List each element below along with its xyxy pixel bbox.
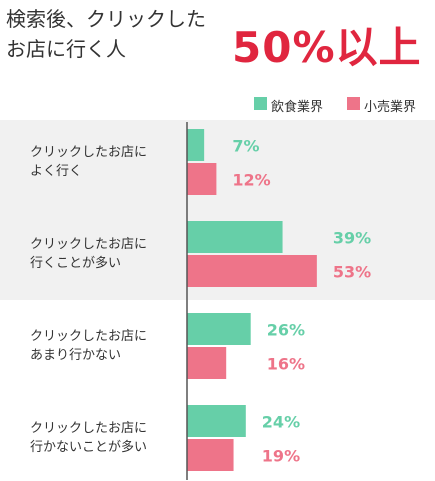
category-label: クリックしたお店に 行かないことが多い — [30, 421, 148, 455]
chart-title: 検索後、クリックした お店に行く人 — [6, 7, 206, 61]
value-label: 26% — [267, 321, 305, 340]
value-label: 12% — [232, 171, 270, 190]
category-label: クリックしたお店に 行くことが多い — [30, 237, 148, 271]
bar — [187, 405, 246, 437]
value-label: 53% — [333, 263, 371, 282]
bar — [187, 255, 317, 287]
category-label: クリックしたお店に よく行く — [30, 145, 148, 179]
legend-swatch — [347, 97, 360, 110]
bar — [187, 163, 217, 195]
value-label: 39% — [333, 229, 371, 248]
legend-swatch — [254, 97, 267, 110]
category-label: クリックしたお店に あまり行かない — [30, 329, 148, 363]
headline: 50%以上 — [232, 23, 422, 72]
bar — [187, 221, 283, 253]
value-label: 19% — [262, 447, 300, 466]
legend-label: 小売業界 — [364, 100, 417, 115]
value-label: 7% — [232, 137, 259, 156]
value-label: 24% — [262, 413, 300, 432]
bar — [187, 129, 205, 161]
value-label: 16% — [267, 355, 305, 374]
bar — [187, 313, 251, 345]
bar — [187, 347, 227, 379]
legend-label: 飲食業界 — [271, 100, 324, 115]
bar — [187, 439, 234, 471]
